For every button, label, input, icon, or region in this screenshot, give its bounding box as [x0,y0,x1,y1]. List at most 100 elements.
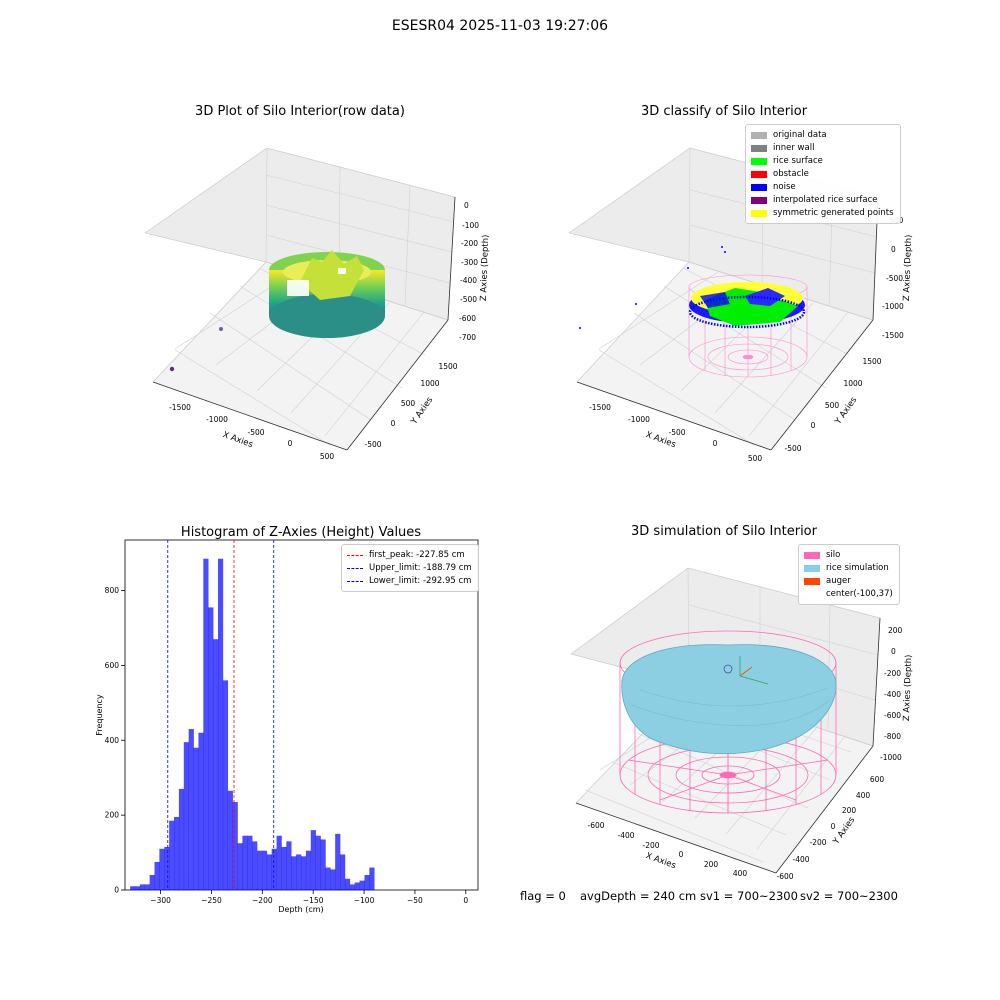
histogram-bar [266,854,272,890]
classify-z-tick: -1000 [882,302,904,311]
simulation-x-tick: -200 [642,841,659,850]
simulation-y-tick: -600 [776,872,793,881]
legend-item-silo: silo [804,549,893,562]
legend-swatch [804,591,820,598]
raw-silo-point-cloud [169,250,385,372]
histogram-bar [354,882,360,890]
histogram-x-tick-label: −50 [407,896,423,905]
simulation-x-tick: 400 [733,869,748,878]
histogram-bar [222,680,229,890]
classify-y-label: Y Axies [833,395,860,427]
footer-flag: flag = 0 [520,889,566,903]
legend-item-upper-limit: Upper_limit: -188.79 cm [347,562,472,575]
histogram-bar [320,839,326,890]
histogram-bar [159,848,165,890]
histogram-bar [193,747,199,890]
legend-item-obstacle: obstacle [751,168,894,181]
histogram-bar [208,607,214,890]
simulation-legend: silo rice simulation auger center(-100,3… [798,544,900,605]
classify-z-label: Z Axies (Depth) [902,234,914,301]
classify-y-tick: 0 [811,421,816,430]
histogram-bar [349,884,355,890]
simulation-x-tick: 200 [704,860,719,869]
histogram-x-tick-label: −100 [354,896,375,905]
raw-y-tick: 1000 [420,379,439,388]
histogram-bar [134,886,141,890]
legend-label: first_peak: -227.85 cm [369,550,465,560]
histogram-bar [291,856,297,890]
legend-label: rice surface [773,156,823,166]
legend-label: inner wall [773,143,815,153]
histogram-bar [217,558,224,890]
histogram-x-ticks: −300 −250 −200 −150 −100 −50 0 [150,890,468,905]
legend-swatch [751,210,767,217]
raw-z-axis: 0 -100 -200 -300 -400 -500 -600 -700 Z A… [447,196,491,342]
simulation-x-tick: -600 [587,821,604,830]
simulation-rice-surface [621,644,837,755]
histogram-bar [183,742,189,890]
classify-point-cloud [579,246,806,329]
classify-y-tick: 1000 [843,379,862,388]
raw-z-tick: -100 [462,221,479,230]
simulation-x-tick: -400 [617,831,634,840]
raw-3d-panel: -1500 -1000 -500 0 500 X Axies -500 0 50… [144,147,491,461]
legend-swatch [804,578,820,585]
histogram-legend: first_peak: -227.85 cm Upper_limit: -188… [341,544,479,592]
raw-x-tick: 0 [288,439,293,448]
legend-swatch [804,565,820,572]
histogram-bar [139,884,146,890]
raw-y-tick: 0 [391,419,396,428]
histogram-bar [276,835,282,890]
histogram-bar [335,833,341,890]
classify-x-tick: -500 [668,428,685,437]
raw-z-tick: -200 [461,239,478,248]
histogram-bar [325,867,331,890]
simulation-z-tick: -400 [884,690,901,699]
raw-y-tick: -500 [364,440,381,449]
histogram-bar [237,843,243,890]
histogram-bar [188,729,194,890]
legend-label: silo [826,550,841,560]
histogram-y-tick-label: 200 [105,811,120,820]
histogram-bar [164,846,170,890]
histogram-x-tick-label: −300 [150,896,171,905]
histogram-bar [213,639,219,890]
legend-item-interpolated-rice-surface: interpolated rice surface [751,194,894,207]
legend-label: Upper_limit: -188.79 cm [369,563,472,573]
legend-item-auger: auger [804,575,893,588]
legend-label: interpolated rice surface [773,195,878,205]
simulation-z-label: Z Axies (Depth) [902,654,914,721]
simulation-y-label: Y Axies [831,815,858,847]
histogram-bar [169,820,175,890]
histogram-bar [203,558,209,890]
simulation-z-tick: -200 [884,669,901,678]
simulation-y-tick: -400 [792,855,809,864]
histogram-y-tick-label: 600 [105,661,120,670]
histogram-x-tick-label: −150 [303,896,324,905]
simulation-panel-title: 3D simulation of Silo Interior [631,524,817,539]
histogram-bar [242,835,248,890]
legend-swatch [751,197,767,204]
legend-swatch [751,158,767,165]
raw-x-tick: 500 [320,452,335,461]
simulation-x-axis: -600 -400 -200 0 200 400 X Axies [575,802,777,878]
simulation-y-tick: 200 [842,806,857,815]
raw-y-tick: 500 [401,399,416,408]
classify-y-tick: 500 [825,401,840,410]
histogram-bar [305,850,312,890]
legend-label: auger [826,576,851,586]
footer-sv2: sv2 = 700~2300 [800,889,898,903]
histogram-bar [364,875,370,890]
raw-panel-title: 3D Plot of Silo Interior(row data) [195,104,405,119]
classify-y-tick: 1500 [862,357,881,366]
footer-avg-depth: avgDepth = 240 cm [580,889,697,903]
histogram-x-label: Depth (cm) [278,905,323,914]
histogram-bar [340,854,346,890]
raw-z-tick: -700 [459,333,476,342]
simulation-y-tick: 400 [856,791,871,800]
histogram-y-tick-label: 0 [114,886,119,895]
legend-item-lower-limit: Lower_limit: -292.95 cm [347,575,472,588]
legend-item-symmetric-generated-points: symmetric generated points [751,207,894,220]
histogram-y-ticks: 0 200 400 600 800 [105,586,125,895]
